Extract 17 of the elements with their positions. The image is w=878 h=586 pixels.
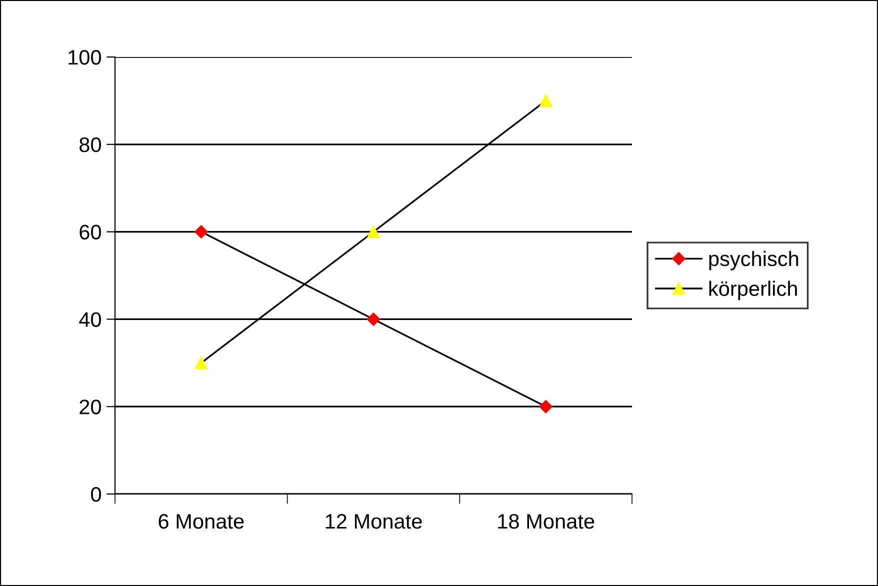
y-tick-label: 80 — [80, 137, 101, 152]
y-tick-label: 0 — [91, 487, 101, 502]
y-tick-label: 60 — [80, 224, 101, 240]
point — [366, 312, 380, 326]
point — [194, 225, 208, 238]
point — [367, 226, 380, 238]
y-tick-label: 20 — [80, 400, 101, 414]
x-tick-label: 12 Monate — [326, 514, 422, 529]
x-tick-label: 18 Monate — [498, 514, 594, 529]
point — [539, 400, 552, 414]
legend-label: körperlich — [709, 280, 797, 300]
y-tick-label: 100 — [68, 50, 101, 65]
point — [194, 356, 208, 370]
point — [540, 94, 552, 107]
x-tick-label: 6 Monate — [158, 514, 244, 529]
legend-label: psychisch — [709, 250, 798, 270]
y-tick-label: 40 — [79, 312, 101, 327]
